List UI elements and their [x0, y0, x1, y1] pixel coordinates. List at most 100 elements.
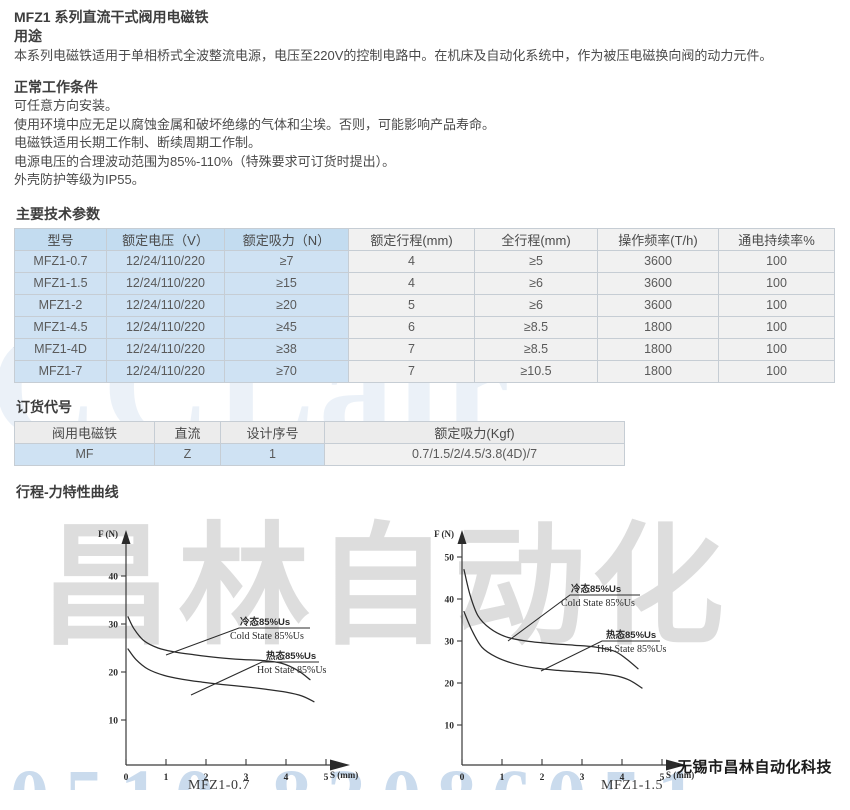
- table-row: MF Z 1 0.7/1.5/2/4.5/3.8(4D)/7: [14, 442, 625, 466]
- cell-model: MFZ1-7: [14, 359, 107, 383]
- page-title: MFZ1 系列直流干式阀用电磁铁: [14, 9, 209, 25]
- svg-text:冷态85%Us: 冷态85%Us: [240, 616, 290, 628]
- cell-rated-stroke: 5: [348, 293, 475, 317]
- series-cold-state-curve: [463, 568, 639, 669]
- svg-text:Cold State 85%Us: Cold State 85%Us: [230, 631, 304, 642]
- cell-model: MFZ1-4.5: [14, 315, 107, 339]
- svg-text:30: 30: [445, 637, 455, 647]
- table-row: MFZ1-4.5 12/24/110/220 ≥45 6 ≥8.5 1800 1…: [14, 315, 835, 339]
- cell-frequency: 1800: [597, 337, 719, 361]
- condition-line: 可任意方向安装。: [14, 98, 119, 113]
- cell-rated-force-list: 0.7/1.5/2/4.5/3.8(4D)/7: [324, 442, 625, 466]
- cell-duty-cycle: 100: [718, 337, 835, 361]
- purpose-text: 本系列电磁铁适用于单相桥式全波整流电源，电压至220V的控制电路中。在机床及自动…: [14, 48, 773, 63]
- chart-1-svg: 10 20 30 40 0 1 2 3 4 5 F (N) S (mm): [98, 529, 358, 782]
- cell-voltage: 12/24/110/220: [106, 337, 225, 361]
- hot-leader-line: [540, 639, 660, 671]
- col-header-force: 额定吸力（N）: [224, 227, 349, 251]
- cell-frequency: 3600: [597, 293, 719, 317]
- cell-design-number: 1: [220, 442, 325, 466]
- svg-text:3: 3: [244, 773, 249, 782]
- footer-company-name: 无锡市昌林自动化科技: [676, 759, 832, 776]
- svg-text:S (mm): S (mm): [666, 770, 694, 780]
- y-axis-arrow: [121, 529, 131, 544]
- order-code-table: 阀用电磁铁 直流 设计序号 额定吸力(Kgf) MF Z 1 0.7/1.5/2…: [14, 420, 625, 466]
- cell-voltage: 12/24/110/220: [106, 249, 225, 273]
- table-header-row: 型号 额定电压（V） 额定吸力（N） 额定行程(mm) 全行程(mm) 操作频率…: [14, 227, 835, 251]
- col-header-voltage: 额定电压（V）: [106, 227, 225, 251]
- cell-force: ≥15: [224, 271, 349, 295]
- svg-text:5: 5: [660, 773, 665, 782]
- condition-line: 使用环境中应无足以腐蚀金属和破坏绝缘的气体和尘埃。否则，可能影响产品寿命。: [14, 116, 496, 132]
- cell-frequency: 3600: [597, 271, 719, 295]
- col-header-solenoid-type: 阀用电磁铁: [14, 420, 155, 444]
- cell-force: ≥45: [224, 315, 349, 339]
- chart-mfz1-1-5: 10 20 30 40 50 0 1 2 3 4 5 F (N) S (mm): [422, 510, 842, 794]
- cold-leader-line: [507, 593, 640, 641]
- col-header-frequency: 操作频率(T/h): [597, 227, 719, 251]
- cell-voltage: 12/24/110/220: [106, 359, 225, 383]
- cell-rated-stroke: 6: [348, 315, 475, 339]
- series-hot-state-curve: [127, 647, 315, 702]
- table-row: MFZ1-0.7 12/24/110/220 ≥7 4 ≥5 3600 100: [14, 249, 835, 273]
- svg-text:0: 0: [124, 773, 129, 782]
- chart-mfz1-0-7: 10 20 30 40 0 1 2 3 4 5 F (N) S (mm): [14, 510, 424, 794]
- cell-duty-cycle: 100: [718, 359, 835, 383]
- chart-1-annotations: 冷态85%Us Cold State 85%Us 热态85%Us Hot Sta…: [230, 616, 327, 676]
- svg-text:10: 10: [109, 716, 119, 726]
- svg-text:40: 40: [445, 595, 455, 605]
- hot-leader-line: [190, 660, 319, 695]
- cell-full-stroke: ≥6: [474, 271, 598, 295]
- table-row: MFZ1-7 12/24/110/220 ≥70 7 ≥10.5 1800 10…: [14, 359, 835, 383]
- svg-text:Hot State 85%Us: Hot State 85%Us: [257, 665, 327, 676]
- svg-text:F (N): F (N): [98, 529, 118, 539]
- svg-text:Hot State 85%Us: Hot State 85%Us: [597, 644, 667, 655]
- cell-model: MFZ1-0.7: [14, 249, 107, 273]
- svg-text:30: 30: [109, 620, 119, 630]
- svg-text:冷态85%Us: 冷态85%Us: [571, 583, 621, 595]
- table-row: MFZ1-2 12/24/110/220 ≥20 5 ≥6 3600 100: [14, 293, 835, 317]
- col-header-design-序号: 设计序号: [220, 420, 325, 444]
- svg-text:4: 4: [620, 773, 625, 782]
- cell-frequency: 1800: [597, 359, 719, 383]
- svg-text:20: 20: [445, 679, 455, 689]
- chart-2-annotations: 冷态85%Us Cold State 85%Us 热态85%Us Hot Sta…: [561, 583, 667, 655]
- svg-text:1: 1: [164, 773, 169, 782]
- svg-text:S (mm): S (mm): [330, 770, 358, 780]
- cell-force: ≥20: [224, 293, 349, 317]
- svg-text:2: 2: [204, 773, 209, 782]
- col-header-duty-cycle: 通电持续率%: [718, 227, 835, 251]
- order-table-heading: 订货代号: [16, 398, 72, 415]
- svg-text:F (N): F (N): [434, 529, 454, 539]
- cell-voltage: 12/24/110/220: [106, 293, 225, 317]
- charts-section-heading: 行程-力特性曲线: [16, 483, 119, 500]
- cell-model: MFZ1-1.5: [14, 271, 107, 295]
- svg-text:1: 1: [500, 773, 505, 782]
- cell-duty-cycle: 100: [718, 271, 835, 295]
- svg-text:40: 40: [109, 572, 119, 582]
- cell-model: MFZ1-4D: [14, 337, 107, 361]
- cell-rated-stroke: 4: [348, 271, 475, 295]
- cell-solenoid-code: MF: [14, 442, 155, 466]
- cell-duty-cycle: 100: [718, 249, 835, 273]
- cold-leader-line: [165, 626, 310, 655]
- svg-text:Cold State 85%Us: Cold State 85%Us: [561, 598, 635, 609]
- cell-frequency: 1800: [597, 315, 719, 339]
- series-hot-state-curve: [463, 610, 643, 689]
- chart-2-caption: MFZ1-1.5: [601, 777, 663, 793]
- cell-full-stroke: ≥8.5: [474, 337, 598, 361]
- cell-force: ≥70: [224, 359, 349, 383]
- col-header-rated-stroke: 额定行程(mm): [348, 227, 475, 251]
- svg-text:4: 4: [284, 773, 289, 782]
- table-header-row: 阀用电磁铁 直流 设计序号 额定吸力(Kgf): [14, 420, 625, 444]
- cell-rated-stroke: 7: [348, 337, 475, 361]
- cell-force: ≥38: [224, 337, 349, 361]
- x-axis-arrow: [330, 759, 350, 770]
- table-row: MFZ1-4D 12/24/110/220 ≥38 7 ≥8.5 1800 10…: [14, 337, 835, 361]
- svg-text:5: 5: [324, 773, 329, 782]
- cell-rated-stroke: 7: [348, 359, 475, 383]
- cell-frequency: 3600: [597, 249, 719, 273]
- svg-text:热态85%Us: 热态85%Us: [606, 629, 656, 641]
- cell-rated-stroke: 4: [348, 249, 475, 273]
